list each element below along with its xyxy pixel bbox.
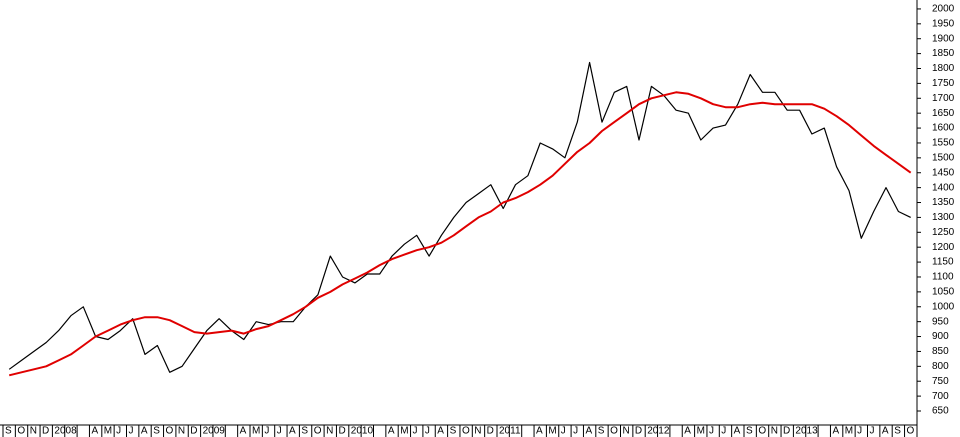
y-tick-label: 1300 [932,212,955,223]
x-tick-label: M [252,426,260,437]
y-tick-label: 1850 [932,48,955,59]
y-tick-label: 1500 [932,152,955,163]
x-tick-label: A [832,426,839,437]
x-tick-label: D [635,426,642,437]
x-tick-label: M [104,426,112,437]
x-tick-label: A [388,426,395,437]
x-tick-label: A [91,426,98,437]
y-tick-label: 750 [932,376,949,387]
y-tick-label: 1200 [932,242,955,253]
x-tick-label: J [721,426,726,437]
x-tick-label: A [585,426,592,437]
y-tick-label: 1650 [932,108,955,119]
x-tick-label: N [771,426,778,437]
y-tick-label: 2000 [932,4,955,15]
y-tick-label: 1750 [932,78,955,89]
y-tick-label: 1150 [932,257,954,268]
x-tick-label: A [734,426,741,437]
y-tick-label: 800 [932,361,949,372]
x-tick-label: 2012 [647,426,670,437]
y-tick-label: 950 [932,316,949,327]
x-tick-label: D [487,426,494,437]
y-tick-label: 1700 [932,93,955,104]
x-tick-label: S [746,426,753,437]
x-tick-label: O [907,426,915,437]
y-tick-label: 1350 [932,197,955,208]
y-tick-label: 1050 [932,287,955,298]
y-tick-label: 1600 [932,123,955,134]
x-tick-label: A [684,426,691,437]
x-tick-label: A [437,426,444,437]
x-tick-label: J [116,426,121,437]
x-tick-label: A [289,426,296,437]
x-tick-label: N [326,426,333,437]
x-tick-label: A [536,426,543,437]
y-tick-label: 700 [932,391,949,402]
x-tick-label: D [783,426,790,437]
y-tick-label: 1800 [932,63,955,74]
x-tick-label: M [697,426,705,437]
x-tick-label: N [623,426,630,437]
x-tick-label: O [166,426,174,437]
series-line [8,91,912,377]
x-tick-label: D [190,426,197,437]
x-tick-label: O [610,426,618,437]
y-tick-label: 1400 [932,182,955,193]
y-tick-label: 850 [932,346,949,357]
x-tick-label: O [314,426,322,437]
x-tick-label: 2013 [795,426,818,437]
x-tick-label: N [474,426,481,437]
x-tick-label: D [42,426,49,437]
y-tick-label: 650 [932,406,949,417]
y-tick-label: 1450 [932,167,955,178]
x-tick-label: M [400,426,408,437]
x-tick-label: J [277,426,282,437]
y-tick-label: 1950 [932,18,955,29]
x-tick-label: 2010 [351,426,374,437]
x-tick-label: N [30,426,37,437]
x-tick-label: J [425,426,430,437]
x-tick-label: J [709,426,714,437]
x-tick-label: M [845,426,853,437]
y-tick-label: 1000 [932,301,955,312]
x-tick-label: O [462,426,470,437]
x-tick-label: J [413,426,418,437]
x-tick-label: S [894,426,901,437]
x-tick-label: S [598,426,605,437]
x-tick-label: O [758,426,766,437]
x-tick-label: N [178,426,185,437]
y-tick-label: 1100 [932,272,954,283]
x-tick-label: J [561,426,566,437]
x-tick-label: S [5,426,12,437]
series-line [8,61,911,373]
x-tick-label: 2011 [499,426,521,437]
x-tick-label: 2008 [54,426,77,437]
y-tick-label: 1250 [932,227,955,238]
x-tick-label: J [870,426,875,437]
y-tick-label: 1900 [932,33,955,44]
x-tick-label: A [240,426,247,437]
y-tick-label: 1550 [932,138,955,149]
y-tick-label: 900 [932,331,949,342]
x-tick-label: J [264,426,269,437]
x-tick-label: D [338,426,345,437]
x-tick-label: S [450,426,457,437]
x-tick-label: O [17,426,25,437]
x-tick-label: J [573,426,578,437]
x-tick-label: J [129,426,134,437]
x-tick-label: 2009 [203,426,226,437]
x-tick-label: A [141,426,148,437]
x-tick-label: S [153,426,160,437]
x-tick-label: M [548,426,556,437]
x-tick-label: J [857,426,862,437]
x-tick-label: S [301,426,308,437]
x-tick-label: A [882,426,889,437]
